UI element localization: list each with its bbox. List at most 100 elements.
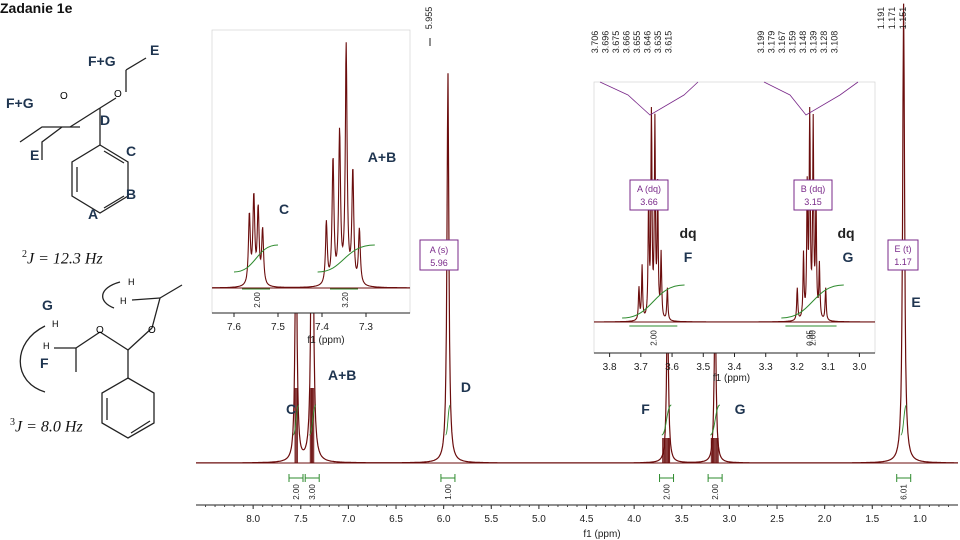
inset-x-tick-label: 7.4 — [315, 322, 329, 333]
inset-box-a-line1: A (s) — [430, 245, 449, 255]
inset-label-c: C — [279, 201, 289, 217]
x-tick-label: 7.5 — [294, 514, 308, 525]
inset-box-a-line2: 5.96 — [430, 258, 448, 268]
newman-h1: H — [128, 277, 135, 287]
label-fg1: F+G — [88, 53, 116, 69]
inset-integral-value: 2.00 — [253, 292, 262, 308]
inset2-label-g: G — [843, 249, 854, 265]
x-tick-label: 3.0 — [722, 514, 736, 525]
inset2-shift-a: 3.706 — [590, 31, 600, 54]
integral-value: 2.00 — [663, 484, 672, 500]
integral-value: 2.00 — [711, 484, 720, 500]
inset2-box-b-frame — [793, 179, 833, 211]
inset2-box-a-line2: 3.66 — [640, 197, 658, 207]
integral-curve — [709, 404, 721, 436]
label-e1: E — [150, 42, 160, 58]
x-tick-label: 2.5 — [770, 514, 784, 525]
inset2-shift-a: 3.675 — [611, 31, 621, 54]
inset2-shift-a: 3.696 — [601, 31, 611, 54]
integral-curve — [445, 404, 451, 436]
box-e-line2: 1.17 — [894, 257, 912, 267]
inset2-shift-b: 3.108 — [830, 31, 840, 54]
peak-label-d: D — [461, 379, 471, 395]
o-left-bond — [69, 107, 101, 128]
inset2-shift-a: 3.615 — [664, 31, 674, 54]
integral-value: 3.00 — [308, 484, 317, 500]
ethyl-left-chain — [41, 126, 63, 160]
o-right-bond — [99, 97, 117, 109]
peak-label-c: C — [286, 401, 296, 417]
inset2-integral-curve — [781, 284, 844, 319]
inset2-box-a-frame — [629, 179, 669, 211]
inset2-shift-b: 3.179 — [767, 31, 777, 54]
rotation-arrow-left — [19, 325, 46, 393]
box-e-line1: E (t) — [895, 244, 912, 254]
label-e-triplet: E — [911, 294, 920, 310]
inset2-integral-curve — [622, 284, 685, 319]
x-tick-label: 6.5 — [389, 514, 403, 525]
inset2-shift-b: 3.159 — [788, 31, 798, 54]
x-axis-label: f1 (ppm) — [583, 529, 620, 540]
inset-x-axis-label: f1 (ppm) — [307, 335, 344, 346]
inset2-shift-b: 3.199 — [756, 31, 766, 54]
aromatic-inset-frame — [211, 29, 411, 314]
integral-value: 6.01 — [900, 484, 909, 500]
inset2-x-tick-label: 3.7 — [634, 362, 648, 373]
integral-value: 1.00 — [444, 484, 453, 500]
shift-label-5955: 5.955 — [424, 7, 434, 30]
rotation-arrow-top — [102, 281, 121, 309]
x-tick-label: 8.0 — [246, 514, 260, 525]
inset-box-a: A (s) 5.96 — [419, 239, 459, 271]
inset2-x-tick-label: 3.4 — [728, 362, 742, 373]
inset2-x-tick-label: 3.0 — [852, 362, 866, 373]
inset2-trace — [594, 106, 875, 323]
inset2-box-a: A (dq) 3.66 — [629, 179, 669, 211]
integral-curve — [292, 404, 300, 436]
page-title: Zadanie 1e — [0, 0, 73, 16]
label-e2: E — [30, 147, 40, 163]
inset2-shift-b: 3.128 — [819, 31, 829, 54]
ethyl-left-bond — [19, 126, 80, 143]
atom-o-left: O — [60, 91, 68, 102]
newman-h4: H — [43, 341, 50, 351]
j3-coupling: 3J = 8.0 Hz — [10, 417, 83, 436]
newman-h2: H — [120, 296, 127, 306]
j2-coupling: 2J = 12.3 Hz — [22, 249, 103, 268]
label-fg2: F+G — [6, 95, 34, 111]
newman-label-g: G — [42, 297, 53, 313]
inset-label-ab: A+B — [368, 149, 396, 165]
inset2-box-a-line1: A (dq) — [637, 184, 661, 194]
x-tick-label: 4.5 — [580, 514, 594, 525]
inset2-shift-a: 3.666 — [622, 31, 632, 54]
inset2-x-tick-label: 3.5 — [696, 362, 710, 373]
inset2-x-tick-label: 3.1 — [821, 362, 835, 373]
peak-label-f: F — [641, 401, 650, 417]
integral-value: 2.00 — [292, 484, 301, 500]
atom-o-right: O — [114, 89, 122, 100]
newman-label-f: F — [40, 355, 49, 371]
inset2-shift-b-connector — [763, 81, 859, 116]
inset2-shift-a: 3.635 — [653, 31, 663, 54]
inset2-x-tick-label: 3.8 — [603, 362, 617, 373]
integral-curve — [900, 404, 908, 436]
shift-label-e: 1.191 — [876, 7, 886, 30]
label-c: C — [126, 143, 137, 159]
peak-label-g: G — [735, 401, 746, 417]
x-tick-label: 7.0 — [341, 514, 355, 525]
x-tick-label: 5.5 — [484, 514, 498, 525]
x-tick-label: 6.0 — [437, 514, 451, 525]
inset2-box-b-line1: B (dq) — [801, 184, 826, 194]
box-e-frame — [887, 239, 919, 271]
inset2-shift-a: 3.655 — [632, 31, 642, 54]
molecule-structure — [19, 57, 183, 439]
inset2-shift-b: 3.167 — [777, 31, 787, 54]
x-tick-label: 3.5 — [675, 514, 689, 525]
shift-label-e: 1.151 — [898, 7, 908, 30]
inset2-shift-b: 3.139 — [809, 31, 819, 54]
x-tick-label: 4.0 — [627, 514, 641, 525]
inset2-shift-a-connector — [599, 81, 699, 116]
inset2-integral-value: 0.95 — [805, 330, 814, 346]
x-tick-label: 1.5 — [865, 514, 879, 525]
inset2-x-axis-label: f1 (ppm) — [713, 373, 750, 384]
